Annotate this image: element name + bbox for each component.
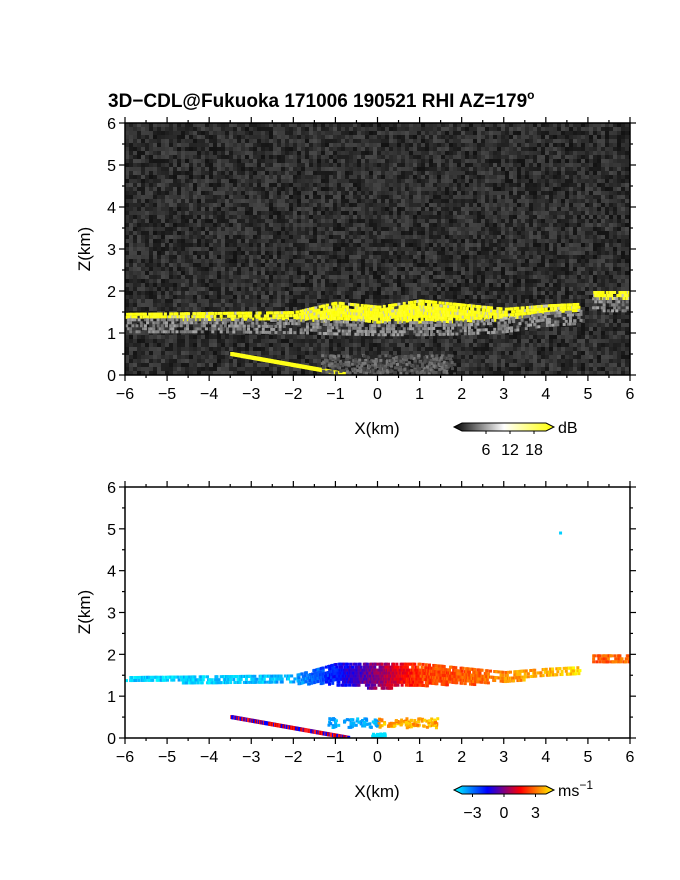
snr-noise: [125, 123, 630, 375]
figure-title-sup: o: [527, 88, 534, 102]
snr-data: [125, 291, 630, 375]
velocity-plot-background: [125, 487, 630, 738]
colorbar-bar: [452, 422, 556, 432]
y-tick-label: 6: [107, 480, 116, 497]
y-tick-label: 1: [107, 326, 116, 343]
y-tick-label: 5: [107, 158, 116, 175]
colorbar-unit: dB: [558, 420, 578, 437]
figure-title: 3D−CDL@Fukuoka 171006 190521 RHI AZ=179o: [108, 88, 535, 112]
x-tick-label: 2: [457, 749, 466, 766]
x-tick-label: −1: [326, 386, 344, 403]
x-tick-label: 3: [499, 749, 508, 766]
x-tick-label: −5: [158, 386, 176, 403]
y-tick-label: 0: [107, 731, 116, 748]
colorbar-tick-label: 0: [500, 805, 509, 822]
snr-ylabel: Z(km): [75, 227, 94, 271]
velocity-colorbar: −3 0 3 ms−1: [452, 778, 593, 822]
x-tick-label: 4: [541, 386, 550, 403]
y-tick-label: 5: [107, 522, 116, 539]
x-tick-label: −3: [242, 749, 260, 766]
y-tick-label: 2: [107, 284, 116, 301]
x-tick-label: −2: [284, 386, 302, 403]
colorbar-tick-label: −3: [463, 805, 481, 822]
x-tick-label: −3: [242, 386, 260, 403]
velocity-xlabel: X(km): [354, 782, 399, 801]
x-tick-label: 3: [499, 386, 508, 403]
velocity-panel: −6 −5 −4 −3 −2 −1 0 1 2 3 4 5 6 0 1 2 3 4 5 6 X(km) Z(km) −…: [75, 480, 636, 822]
x-tick-label: 4: [541, 749, 550, 766]
x-tick-label: 6: [626, 749, 635, 766]
x-tick-label: −4: [200, 749, 218, 766]
y-tick-label: 2: [107, 647, 116, 664]
velocity-axes: −6 −5 −4 −3 −2 −1 0 1 2 3 4 5 6 0 1 2 3 4 5 6: [107, 480, 636, 766]
x-tick-label: −4: [200, 386, 218, 403]
snr-xlabel: X(km): [354, 419, 399, 438]
x-tick-label: 0: [373, 386, 382, 403]
x-tick-label: 1: [415, 749, 424, 766]
x-tick-label: 5: [583, 386, 592, 403]
y-tick-label: 6: [107, 116, 116, 133]
x-tick-label: 2: [457, 386, 466, 403]
y-tick-label: 3: [107, 606, 116, 623]
colorbar-tick-label: 6: [482, 442, 491, 459]
x-tick-label: −6: [116, 386, 134, 403]
figure-title-main: 3D−CDL@Fukuoka 171006 190521 RHI AZ=179: [108, 91, 527, 112]
x-tick-label: 0: [373, 749, 382, 766]
x-tick-label: 5: [583, 749, 592, 766]
y-tick-label: 0: [107, 368, 116, 385]
y-tick-label: 4: [107, 564, 116, 581]
snr-axes: −6 −5 −4 −3 −2 −1 0 1 2 3 4 5 6 0 1 2 3 4 5 6: [107, 116, 636, 403]
x-tick-label: 6: [626, 386, 635, 403]
x-tick-label: −2: [284, 749, 302, 766]
y-tick-label: 3: [107, 242, 116, 259]
x-tick-label: 1: [415, 386, 424, 403]
x-tick-label: −5: [158, 749, 176, 766]
colorbar-bar: [452, 785, 556, 795]
velocity-ylabel: Z(km): [75, 590, 94, 634]
colorbar-unit: ms−1: [558, 778, 593, 800]
y-tick-label: 1: [107, 689, 116, 706]
y-tick-label: 4: [107, 200, 116, 217]
velocity-data: [125, 531, 630, 738]
colorbar-tick-label: 18: [525, 442, 543, 459]
colorbar-tick-label: 12: [501, 442, 519, 459]
colorbar-tick-label: 3: [531, 805, 540, 822]
snr-colorbar: 6 12 18 dB: [452, 420, 578, 459]
x-tick-label: −6: [116, 749, 134, 766]
x-tick-label: −1: [326, 749, 344, 766]
